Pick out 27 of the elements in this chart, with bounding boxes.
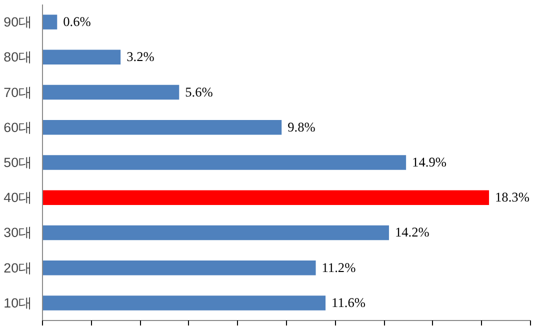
data-label: 0.6% <box>63 14 91 30</box>
bar <box>42 260 316 276</box>
data-label: 14.2% <box>394 224 430 240</box>
bar <box>42 190 490 205</box>
y-tick-label: 50대 <box>4 155 32 170</box>
data-label: 11.6% <box>332 294 366 310</box>
y-tick-label: 70대 <box>4 84 32 100</box>
bar <box>42 84 180 100</box>
y-tick-label: 60대 <box>4 120 32 135</box>
bar <box>42 155 406 170</box>
y-tick-label: 20대 <box>4 260 32 276</box>
data-label: 5.6% <box>185 84 213 100</box>
y-tick-label: 10대 <box>4 295 32 310</box>
data-label: 14.9% <box>412 154 446 170</box>
y-tick-label: 30대 <box>4 225 32 240</box>
data-label: 11.2% <box>322 260 356 275</box>
data-label: 18.3% <box>495 190 530 205</box>
y-tick-label: 80대 <box>4 50 32 65</box>
bar <box>42 225 389 240</box>
y-tick-label: 90대 <box>4 14 32 30</box>
y-tick-label: 40대 <box>4 190 32 206</box>
data-label: 3.2% <box>126 49 154 64</box>
data-label: 9.8% <box>288 119 316 134</box>
bar <box>42 14 58 30</box>
bar <box>42 50 121 65</box>
bar <box>42 296 326 310</box>
bar <box>42 120 282 135</box>
